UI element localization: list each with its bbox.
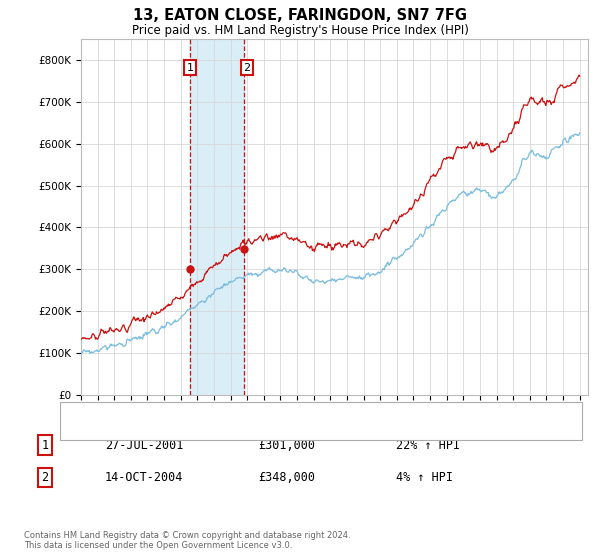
Text: Contains HM Land Registry data © Crown copyright and database right 2024.
This d: Contains HM Land Registry data © Crown c… bbox=[24, 530, 350, 550]
Text: £348,000: £348,000 bbox=[258, 471, 315, 484]
Text: 13, EATON CLOSE, FARINGDON, SN7 7FG (detached house): 13, EATON CLOSE, FARINGDON, SN7 7FG (det… bbox=[117, 407, 424, 417]
Text: 22% ↑ HPI: 22% ↑ HPI bbox=[396, 438, 460, 452]
Text: 4% ↑ HPI: 4% ↑ HPI bbox=[396, 471, 453, 484]
Text: 2: 2 bbox=[41, 471, 49, 484]
Text: HPI: Average price, detached house, Vale of White Horse: HPI: Average price, detached house, Vale… bbox=[117, 425, 413, 435]
Text: 2: 2 bbox=[244, 63, 251, 73]
Text: 13, EATON CLOSE, FARINGDON, SN7 7FG: 13, EATON CLOSE, FARINGDON, SN7 7FG bbox=[133, 8, 467, 24]
Text: 1: 1 bbox=[41, 438, 49, 452]
Text: Price paid vs. HM Land Registry's House Price Index (HPI): Price paid vs. HM Land Registry's House … bbox=[131, 24, 469, 36]
Text: £301,000: £301,000 bbox=[258, 438, 315, 452]
Text: 14-OCT-2004: 14-OCT-2004 bbox=[105, 471, 184, 484]
Text: 1: 1 bbox=[187, 63, 194, 73]
Text: 27-JUL-2001: 27-JUL-2001 bbox=[105, 438, 184, 452]
Bar bbox=[190, 39, 244, 395]
